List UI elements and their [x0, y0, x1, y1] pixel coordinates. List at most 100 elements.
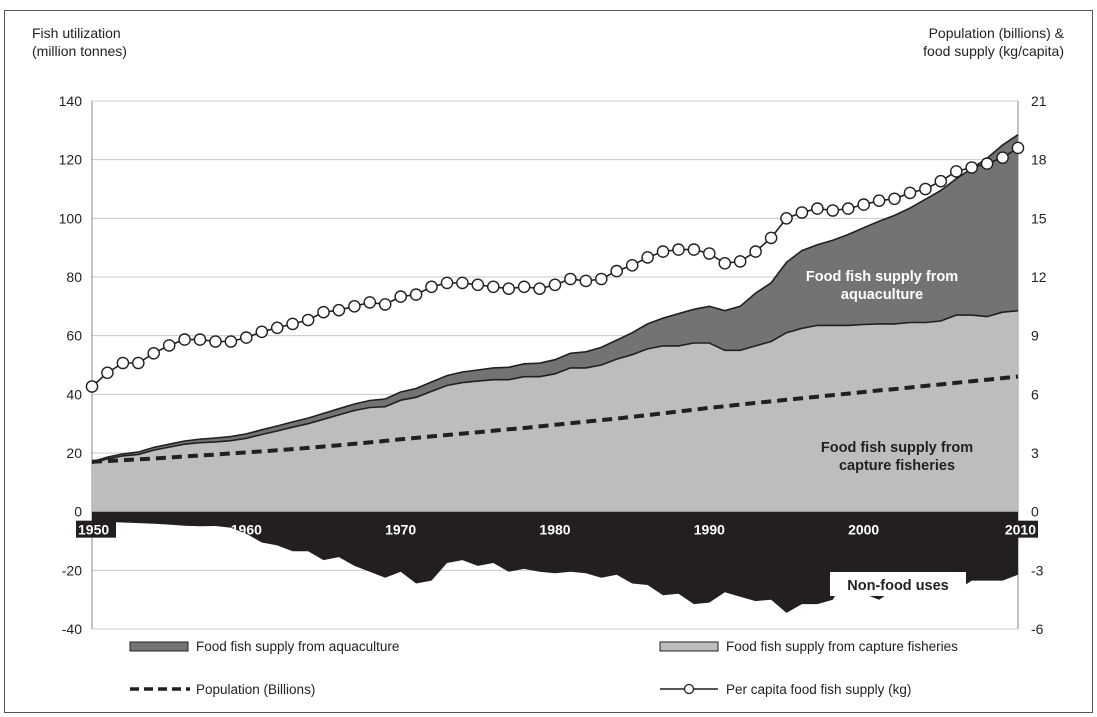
per-capita-point [934, 174, 948, 188]
per-capita-point [595, 272, 608, 286]
left-tick-label: -40 [62, 621, 82, 637]
population-line [91, 374, 1019, 464]
per-capita-point [919, 182, 932, 196]
per-capita-point [888, 192, 901, 206]
per-capita-point [317, 305, 330, 319]
left-axis-title-line1: Fish utilization [32, 25, 121, 41]
left-tick-label: 140 [59, 93, 83, 109]
year-label-bg [76, 520, 116, 538]
per-capita-point [425, 280, 438, 294]
right-tick-label: 3 [1031, 445, 1039, 461]
axis-ticks: 140 21 120 18 100 15 80 12 60 9 40 6 20 3 0 0 -20 -3 -40 -6 [59, 93, 1047, 637]
legend-swatch-capture [659, 641, 719, 652]
per-capita-point [811, 202, 824, 215]
right-tick-label: -3 [1031, 562, 1044, 578]
per-capita-point [533, 282, 546, 296]
left-axis-title-line2: (million tonnes) [32, 43, 127, 59]
per-capita-point [378, 298, 392, 311]
right-axis-title-line2: food supply (kg/capita) [923, 43, 1064, 59]
per-capita-point [471, 278, 485, 292]
per-capita-point [548, 278, 562, 292]
per-capita-point [795, 206, 809, 219]
left-tick-label: 80 [66, 269, 82, 285]
per-capita-point [486, 280, 500, 294]
right-tick-label: 9 [1031, 328, 1039, 344]
left-tick-label: 0 [74, 504, 82, 520]
per-capita-point [764, 231, 778, 245]
x-tick-label: 1980 [539, 522, 570, 538]
per-capita-point [1011, 141, 1025, 155]
per-capita-point [456, 276, 469, 290]
per-capita-point [872, 194, 886, 207]
x-tick-label: 1970 [385, 522, 416, 538]
per-capita-point [672, 243, 685, 256]
aquaculture-outline [91, 134, 1019, 463]
per-capita-point [687, 243, 701, 256]
left-tick-label: 100 [59, 210, 83, 226]
x-tick-label: 2000 [848, 522, 879, 538]
per-capita-point [301, 313, 315, 327]
per-capita-point [980, 157, 994, 170]
per-capita-point [703, 247, 716, 260]
left-tick-label: 120 [59, 152, 83, 168]
per-capita-point [147, 346, 160, 360]
per-capita-point [440, 276, 454, 290]
legend-label-population: Population (Billions) [196, 682, 315, 697]
x-tick-label: 1950 [78, 522, 109, 538]
area-series [91, 134, 1019, 613]
chart-frame [4, 10, 1093, 713]
right-axis-title-line1: Population (billions) & [929, 25, 1065, 41]
per-capita-point [610, 264, 624, 278]
label-capture-line1: Food fish supply from [821, 440, 973, 456]
per-capita-point [903, 186, 917, 200]
legend: Food fish supply from aquaculture Food f… [129, 639, 958, 697]
per-capita-point [409, 288, 423, 301]
x-tick-label: 1990 [694, 522, 725, 538]
per-capita-point [85, 380, 99, 393]
per-capita-point [286, 317, 299, 331]
per-capita-point [656, 245, 670, 258]
year-label-bg [998, 520, 1038, 538]
per-capita-point [749, 245, 762, 258]
per-capita-point [579, 274, 593, 288]
year-labels: 1950 1960 1970 1980 1990 2000 2010 [76, 520, 1038, 538]
per-capita-point [270, 321, 284, 335]
per-capita-point [641, 251, 654, 264]
per-capita-point [718, 256, 732, 270]
legend-label-aquaculture: Food fish supply from aquaculture [196, 639, 399, 654]
per-capita-point [733, 255, 747, 268]
label-nonfood: Non-food uses [847, 578, 949, 594]
aquaculture-area [92, 134, 1018, 464]
right-tick-label: 21 [1031, 93, 1047, 109]
per-capita-point [332, 303, 346, 317]
capture-outline [91, 309, 1019, 465]
label-aquaculture-line1: Food fish supply from [806, 269, 958, 285]
per-capita-point [348, 299, 361, 313]
per-capita-point [193, 333, 207, 346]
per-capita-point [239, 331, 253, 344]
per-capita-point [131, 356, 145, 370]
legend-label-per-capita: Per capita food fish supply (kg) [726, 682, 911, 697]
right-tick-label: 15 [1031, 210, 1047, 226]
right-tick-label: 12 [1031, 269, 1047, 285]
legend-swatch-aquaculture [129, 641, 189, 652]
left-tick-label: -20 [62, 562, 82, 578]
left-tick-label: 60 [66, 328, 82, 344]
right-tick-label: -6 [1031, 621, 1044, 637]
left-tick-label: 20 [66, 445, 82, 461]
x-tick-label: 1960 [231, 522, 262, 538]
per-capita-point [101, 366, 114, 380]
per-capita-point [394, 290, 408, 303]
capture-area [92, 310, 1018, 512]
per-capita-point [116, 356, 130, 370]
per-capita-point [255, 325, 269, 339]
legend-swatch-per-capita-marker [683, 683, 695, 695]
per-capita-point [502, 282, 516, 296]
per-capita-point [564, 272, 577, 286]
per-capita-point [517, 280, 531, 294]
x-tick-label: 2010 [1005, 522, 1036, 538]
right-tick-label: 6 [1031, 386, 1039, 402]
per-capita-point [363, 296, 377, 309]
